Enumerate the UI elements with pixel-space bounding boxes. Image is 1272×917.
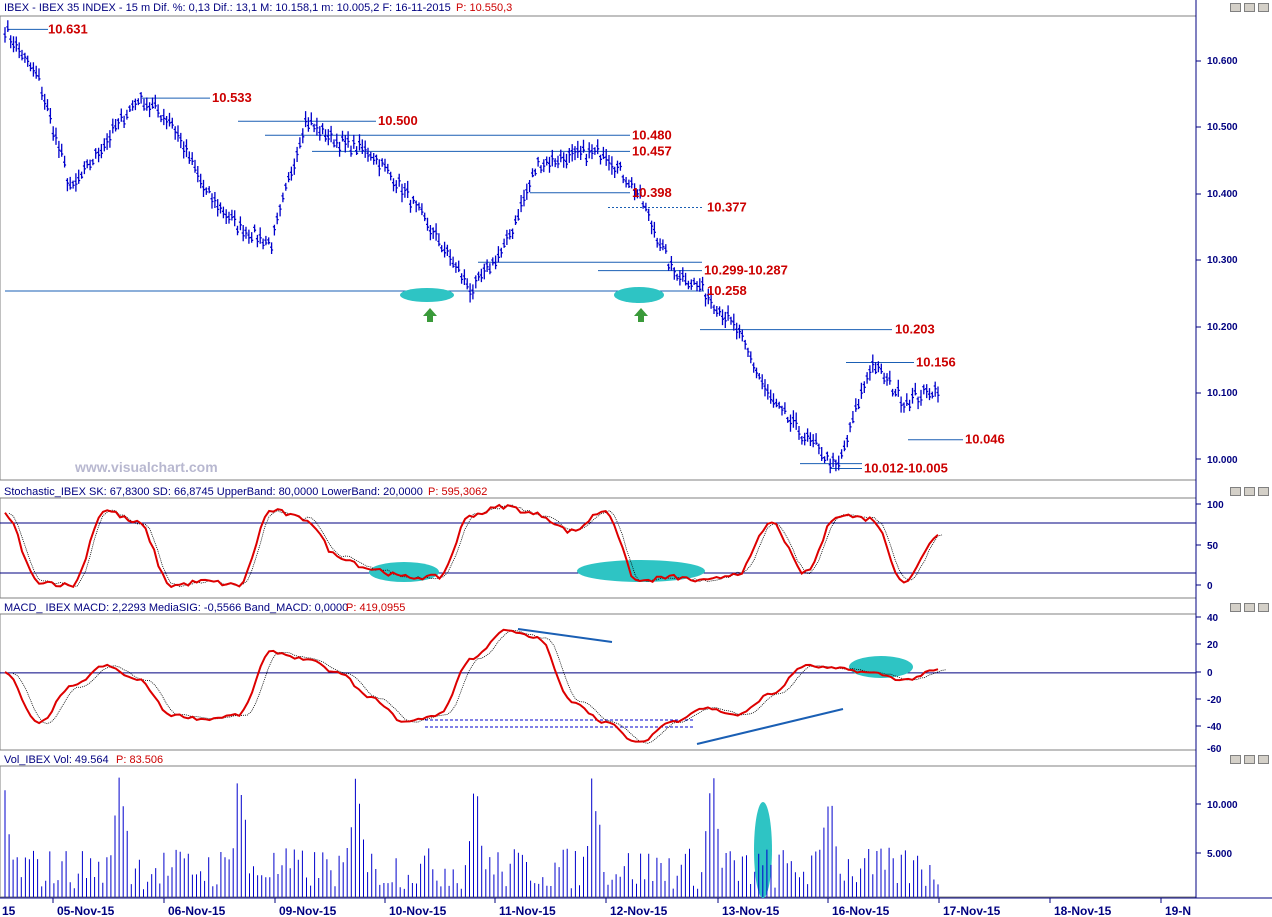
y-tick-label: -20 xyxy=(1207,695,1222,706)
y-tick-label: 10.100 xyxy=(1207,388,1238,399)
y-tick-label: 10.500 xyxy=(1207,122,1238,133)
close-button[interactable] xyxy=(1258,755,1269,764)
maximize-button[interactable] xyxy=(1244,487,1255,496)
level-label: 10.480 xyxy=(632,127,672,142)
level-label: 10.156 xyxy=(916,355,956,370)
minimize-button[interactable] xyxy=(1230,603,1241,612)
y-tick-label: 50 xyxy=(1207,541,1219,552)
y-tick-label: 10.000 xyxy=(1207,800,1238,811)
stochastic-sd-line xyxy=(8,504,943,588)
price-header-p: P: 10.550,3 xyxy=(456,2,512,14)
stochastic-sk-line xyxy=(4,503,939,589)
x-tick-label: 06-Nov-15 xyxy=(168,904,226,917)
highlight-ellipse xyxy=(369,562,439,582)
y-tick-label: 10.400 xyxy=(1207,189,1238,200)
x-tick-label: 18-Nov-15 xyxy=(1054,904,1112,917)
level-label: 10.631 xyxy=(48,21,88,36)
panel-frame xyxy=(0,15,1197,481)
price-panel: IBEX - IBEX 35 INDEX - 15 m Dif. %: 0,13… xyxy=(3,2,1238,475)
level-label: 10.203 xyxy=(895,322,935,337)
macd-signal-line xyxy=(12,629,947,744)
minimize-button[interactable] xyxy=(1230,3,1241,12)
y-tick-label: -60 xyxy=(1207,744,1222,755)
x-tick-label: 19-N xyxy=(1165,904,1191,917)
price-y-axis: 10.600 10.500 10.400 10.300 10.200 10.10… xyxy=(1207,56,1238,466)
level-label: 10.377 xyxy=(707,200,747,215)
x-tick-label: 10-Nov-15 xyxy=(389,904,447,917)
maximize-button[interactable] xyxy=(1244,3,1255,12)
macd-header: MACD_ IBEX MACD: 2,2293 MediaSIG: -0,556… xyxy=(4,602,348,614)
x-tick-label: 05-Nov-15 xyxy=(57,904,115,917)
minimize-button[interactable] xyxy=(1230,755,1241,764)
x-tick-label: 09-Nov-15 xyxy=(279,904,337,917)
arrow-up-icon xyxy=(634,308,648,322)
price-header: IBEX - IBEX 35 INDEX - 15 m Dif. %: 0,13… xyxy=(4,2,451,14)
y-tick-label: 20 xyxy=(1207,640,1219,651)
x-tick-label: 11-Nov-15 xyxy=(499,904,556,917)
level-label: 10.012-10.005 xyxy=(864,460,948,475)
macd-header-p: P: 419,0955 xyxy=(346,602,405,614)
y-tick-label: -40 xyxy=(1207,722,1222,733)
level-label: 10.299-10.287 xyxy=(704,263,788,278)
stochastic-series xyxy=(0,503,1196,589)
x-tick-label: 16-Nov-15 xyxy=(832,904,890,917)
price-bars xyxy=(3,20,940,474)
highlight-ellipses xyxy=(400,286,664,303)
volume-header-p: P: 83.506 xyxy=(116,754,163,766)
stochastic-header-p: P: 595,3062 xyxy=(428,486,487,498)
maximize-button[interactable] xyxy=(1244,755,1255,764)
y-tick-label: 10.200 xyxy=(1207,322,1238,333)
level-labels: 10.631 10.533 10.500 10.480 10.457 10.39… xyxy=(48,21,1005,475)
y-tick-label: 5.000 xyxy=(1207,849,1232,860)
level-label: 10.258 xyxy=(707,283,747,298)
stochastic-panel: Stochastic_IBEX SK: 67,8300 SD: 66,8745 … xyxy=(0,486,1224,592)
level-label: 10.500 xyxy=(378,113,418,128)
panel-frame xyxy=(0,613,1197,751)
y-tick-label: 0 xyxy=(1207,581,1213,592)
x-tick-label: 15 xyxy=(2,904,16,917)
y-tick-label: 40 xyxy=(1207,613,1219,624)
panel-frame xyxy=(0,765,1197,898)
volume-header: Vol_IBEX Vol: 49.564 xyxy=(4,754,109,766)
x-tick-label: 13-Nov-15 xyxy=(722,904,780,917)
price-series xyxy=(3,20,940,474)
y-tick-label: 10.300 xyxy=(1207,255,1238,266)
highlight-ellipse xyxy=(614,286,664,303)
volume-bars xyxy=(4,777,939,897)
arrow-up-icon xyxy=(423,308,437,322)
close-button[interactable] xyxy=(1258,3,1269,12)
y-tick-label: 0 xyxy=(1207,668,1213,679)
x-tick-label: 12-Nov-15 xyxy=(610,904,668,917)
macd-panel: MACD_ IBEX MACD: 2,2293 MediaSIG: -0,556… xyxy=(0,602,1222,755)
volume-panel: Vol_IBEX Vol: 49.564 P: 83.506 10.000 5.… xyxy=(4,754,1238,898)
macd-line xyxy=(4,628,939,743)
trend-line xyxy=(517,628,613,643)
highlight-ellipse xyxy=(577,560,705,582)
level-label: 10.398 xyxy=(632,185,672,200)
y-tick-label: 10.000 xyxy=(1207,455,1238,466)
maximize-button[interactable] xyxy=(1244,603,1255,612)
stochastic-header: Stochastic_IBEX SK: 67,8300 SD: 66,8745 … xyxy=(4,486,423,498)
macd-series xyxy=(0,628,1196,745)
watermark: www.visualchart.com xyxy=(74,459,218,475)
y-tick-label: 100 xyxy=(1207,500,1224,511)
x-axis: 15 05-Nov-15 06-Nov-15 09-Nov-15 10-Nov-… xyxy=(2,904,1191,917)
highlight-ellipse xyxy=(400,287,454,302)
support-resistance-lines xyxy=(5,28,963,469)
volume-series xyxy=(4,777,939,898)
level-label: 10.533 xyxy=(212,90,252,105)
trend-line xyxy=(696,708,844,745)
x-tick-label: 17-Nov-15 xyxy=(943,904,1001,917)
close-button[interactable] xyxy=(1258,603,1269,612)
y-tick-label: 10.600 xyxy=(1207,56,1238,67)
level-label: 10.046 xyxy=(965,432,1005,447)
minimize-button[interactable] xyxy=(1230,487,1241,496)
level-label: 10.457 xyxy=(632,143,672,158)
close-button[interactable] xyxy=(1258,487,1269,496)
